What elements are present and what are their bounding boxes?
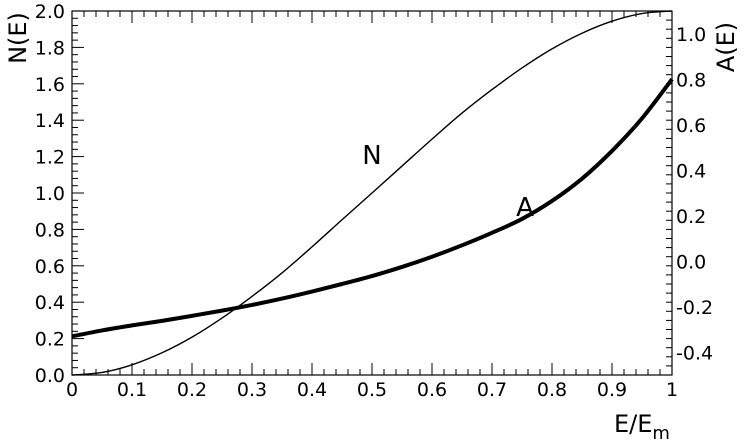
annotation-layer: NA [362, 141, 534, 223]
x-tick-label: 0.4 [297, 379, 327, 401]
y-axis-left-title: N(E) [4, 12, 32, 64]
y-right-tick-label: 0.2 [676, 206, 706, 228]
x-axis-title-subscript: m [652, 423, 670, 442]
y-left-tick-label: 0.0 [35, 365, 65, 387]
series-line-n [71, 10, 673, 376]
x-tick-label: 0.2 [177, 379, 207, 401]
x-tick-label: 0.1 [117, 379, 147, 401]
y-left-tick-label: 0.4 [35, 292, 65, 314]
x-tick-label: 0.6 [417, 379, 447, 401]
series-layer [71, 10, 674, 376]
tick-labels: 0 0.1 0.2 0.3 0.4 0.5 0.6 0.7 0.8 0.9 1 0.0 0.2 0.4 0.… [35, 1, 713, 401]
y-right-tick-label: 1.0 [676, 24, 706, 46]
y-left-tick-label: 0.8 [35, 219, 65, 241]
y-left-tick-label: 0.2 [35, 329, 65, 351]
y-left-tick-label: 1.0 [35, 183, 65, 205]
y-left-tick-label: 1.4 [35, 110, 65, 132]
y-left-tick-label: 1.6 [35, 74, 65, 96]
x-tick-label: 0.5 [357, 379, 387, 401]
y-right-tick-label: 0.4 [676, 160, 706, 182]
x-tick-label: 0 [66, 379, 78, 401]
y-right-tick-label: -0.4 [676, 342, 713, 364]
curve-label-n: N [362, 141, 381, 171]
y-left-tick-label: 0.6 [35, 256, 65, 278]
series-line-a [71, 78, 674, 339]
x-tick-label: 0.9 [597, 379, 627, 401]
x-tick-label: 0.7 [477, 379, 507, 401]
x-tick-label: 0.8 [537, 379, 567, 401]
y-left-tick-label: 2.0 [35, 1, 65, 23]
axis-ticks [71, 10, 673, 376]
x-tick-label: 1 [666, 379, 678, 401]
y-left-tick-label: 1.2 [35, 147, 65, 169]
y-axis-right-title: A(E) [712, 22, 740, 72]
y-right-tick-label: 0.0 [676, 251, 706, 273]
y-left-tick-label: 1.8 [35, 37, 65, 59]
x-tick-label: 0.3 [237, 379, 267, 401]
y-right-tick-label: 0.8 [676, 69, 706, 91]
y-right-tick-label: -0.2 [676, 297, 713, 319]
x-axis-title: E/Em [614, 410, 670, 442]
curve-label-a: A [516, 193, 534, 223]
x-axis-title-main: E/E [614, 410, 652, 438]
y-right-tick-label: 0.6 [676, 115, 706, 137]
